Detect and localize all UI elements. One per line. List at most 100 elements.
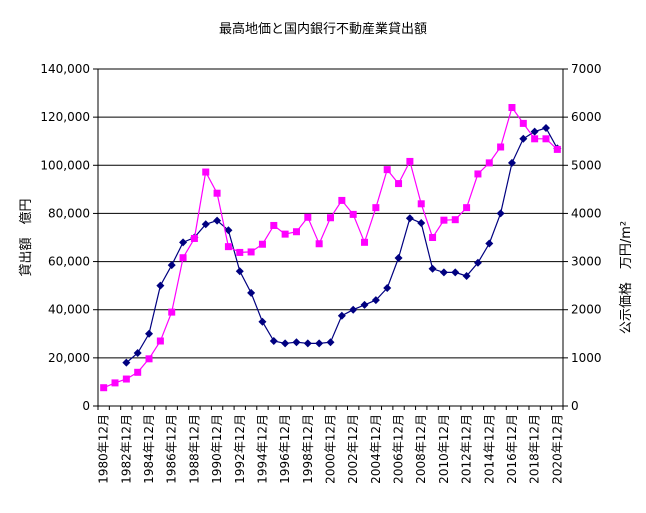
data-point [270,221,278,229]
right-tick-label: 3000 [571,255,602,269]
data-point [111,379,119,387]
x-tick-label: 2000年12月 [324,414,338,484]
data-point [428,264,437,273]
data-point [383,284,392,293]
data-point [349,210,357,218]
data-point [224,226,233,235]
data-point [349,305,358,314]
data-point [462,272,471,281]
x-tick-label: 1984年12月 [142,414,156,484]
data-point [485,239,494,248]
right-tick-label: 2000 [571,303,602,317]
data-point [542,135,550,143]
plot-area [97,68,564,407]
data-point [247,288,256,297]
x-tick-label: 1990年12月 [210,414,224,484]
left-tick-label: 80,000 [48,206,90,220]
data-point [508,104,516,112]
x-tick-label: 1980年12月 [97,414,111,484]
left-tick-label: 100,000 [40,158,90,172]
x-tick-label: 2020年12月 [550,414,564,484]
data-point [201,220,210,229]
data-point [360,300,369,309]
data-point [451,268,460,277]
data-point [371,296,380,305]
data-point [168,308,176,316]
left-tick-label: 0 [82,399,90,413]
data-point [133,349,142,358]
data-point [224,243,232,251]
data-point [292,338,301,347]
x-tick-label: 1994年12月 [255,414,269,484]
right-axis: 0 1000 2000 3000 4000 5000 6000 7000 [563,62,602,413]
data-point [303,339,312,348]
data-point [122,375,130,383]
left-tick-label: 140,000 [40,62,90,76]
x-tick-label: 2016年12月 [505,414,519,484]
data-point [202,168,210,176]
left-tick-label: 60,000 [48,255,90,269]
data-point [338,196,346,204]
x-tick-label: 2018年12月 [528,414,542,484]
data-point [304,213,312,221]
x-tick-label: 1998年12月 [301,414,315,484]
right-tick-label: 4000 [571,206,602,220]
data-point [315,240,323,248]
data-point [439,268,448,277]
data-point [440,216,448,224]
data-point [519,119,527,127]
data-point [327,214,334,222]
right-tick-label: 0 [571,399,579,413]
data-point [156,281,165,290]
data-point [258,240,266,248]
x-tick-label: 1982年12月 [119,414,133,484]
data-point [213,189,221,197]
data-point [326,338,335,347]
data-point [179,254,187,262]
data-point [281,230,289,238]
data-point [235,267,244,276]
right-tick-label: 7000 [571,62,602,76]
data-point [507,158,516,167]
data-point [417,219,426,228]
y-axis-right-label: 公示価格 万円/m² [618,221,634,334]
data-point [394,253,403,262]
series-right [100,104,561,392]
chart-title: 最高地価と国内銀行不動産業貸出額 [219,21,427,37]
data-point [383,166,391,174]
data-point [496,209,505,218]
data-point [190,234,198,242]
data-point [145,329,154,338]
x-tick-label: 1996年12月 [278,414,292,484]
y-axis-left-label: 貸出額 億円 [18,198,34,276]
data-point [122,358,131,367]
x-tick-label: 2010年12月 [437,414,451,484]
data-point [315,339,324,348]
data-point [247,248,255,256]
gridlines [98,116,563,359]
data-point [519,134,528,143]
x-tick-label: 1992年12月 [233,414,247,484]
series-left [122,123,562,367]
x-tick-label: 1988年12月 [187,414,201,484]
right-tick-label: 5000 [571,158,602,172]
x-tick-label: 2014年12月 [482,414,496,484]
x-tick-label: 1986年12月 [165,414,179,484]
data-point [372,204,380,212]
right-tick-label: 1000 [571,351,602,365]
data-point [337,311,346,320]
data-point [406,157,414,165]
data-point [361,238,369,246]
x-tick-label: 2008年12月 [414,414,428,484]
left-tick-label: 120,000 [40,110,90,124]
data-point [167,261,176,270]
data-point [451,216,459,224]
data-point [417,200,425,208]
data-point [473,258,482,267]
data-point [269,337,278,346]
data-point [429,234,437,241]
x-tick-label: 2012年12月 [460,414,474,484]
data-point [531,135,539,143]
x-axis: 1980年12月 1982年12月 1984年12月 1986年12月 1988年12月… [97,406,564,484]
data-point [405,214,414,223]
